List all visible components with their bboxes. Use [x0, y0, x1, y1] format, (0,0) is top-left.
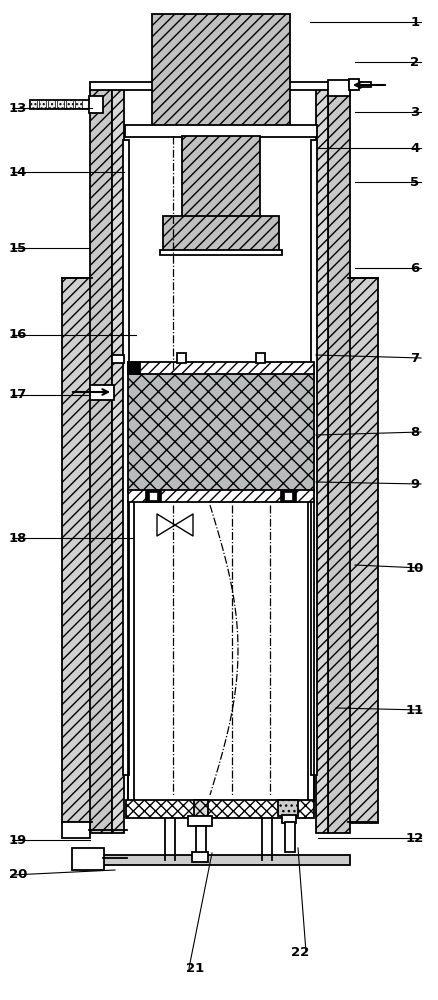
- Bar: [182, 136, 260, 218]
- Bar: [72, 848, 104, 870]
- Bar: [128, 362, 314, 374]
- Bar: [62, 278, 92, 823]
- Bar: [194, 800, 208, 818]
- Bar: [282, 815, 296, 823]
- Bar: [149, 492, 157, 500]
- Text: 21: 21: [186, 962, 204, 974]
- Text: 11: 11: [406, 704, 424, 716]
- Bar: [152, 14, 290, 126]
- Bar: [285, 822, 295, 852]
- Text: 15: 15: [9, 241, 27, 254]
- Text: 8: 8: [410, 426, 420, 438]
- Text: 17: 17: [9, 388, 27, 401]
- Bar: [112, 355, 124, 363]
- Text: 9: 9: [410, 478, 420, 490]
- Bar: [145, 490, 161, 502]
- Text: 22: 22: [291, 946, 309, 958]
- Bar: [348, 278, 378, 823]
- Bar: [349, 79, 359, 90]
- Text: 7: 7: [410, 352, 420, 364]
- Bar: [125, 125, 317, 137]
- Bar: [90, 82, 350, 90]
- Bar: [128, 490, 314, 502]
- Bar: [196, 826, 206, 854]
- Text: 13: 13: [9, 102, 27, 114]
- Bar: [90, 88, 112, 833]
- Bar: [62, 822, 90, 838]
- Text: 6: 6: [410, 261, 420, 274]
- Bar: [311, 140, 317, 775]
- Bar: [90, 385, 114, 400]
- Bar: [328, 88, 350, 833]
- Bar: [192, 852, 208, 862]
- Text: 4: 4: [410, 141, 420, 154]
- Text: 19: 19: [9, 834, 27, 846]
- Bar: [256, 353, 265, 363]
- Bar: [128, 362, 140, 374]
- Text: 20: 20: [9, 868, 27, 882]
- Bar: [280, 490, 296, 502]
- Bar: [123, 140, 129, 775]
- Bar: [30, 100, 92, 109]
- Bar: [128, 373, 314, 491]
- Bar: [128, 501, 314, 801]
- Bar: [30, 100, 37, 109]
- Bar: [284, 492, 292, 500]
- Bar: [112, 88, 124, 833]
- Bar: [126, 800, 314, 818]
- Bar: [316, 88, 328, 833]
- Text: 16: 16: [9, 328, 27, 342]
- Bar: [66, 100, 73, 109]
- Text: 18: 18: [9, 532, 27, 544]
- Bar: [160, 250, 282, 255]
- Text: 14: 14: [9, 165, 27, 178]
- Text: 2: 2: [410, 55, 420, 68]
- Bar: [349, 82, 371, 87]
- Text: 12: 12: [406, 832, 424, 844]
- Bar: [89, 96, 103, 113]
- Text: 5: 5: [410, 176, 420, 188]
- Text: 1: 1: [410, 15, 420, 28]
- Bar: [278, 800, 298, 816]
- Bar: [163, 216, 279, 251]
- Text: 10: 10: [406, 562, 424, 574]
- Bar: [75, 100, 82, 109]
- Bar: [90, 855, 350, 865]
- Text: 3: 3: [410, 105, 420, 118]
- Bar: [177, 353, 186, 363]
- Bar: [39, 100, 46, 109]
- Bar: [188, 816, 212, 826]
- Bar: [48, 100, 55, 109]
- Bar: [57, 100, 64, 109]
- Bar: [328, 80, 350, 96]
